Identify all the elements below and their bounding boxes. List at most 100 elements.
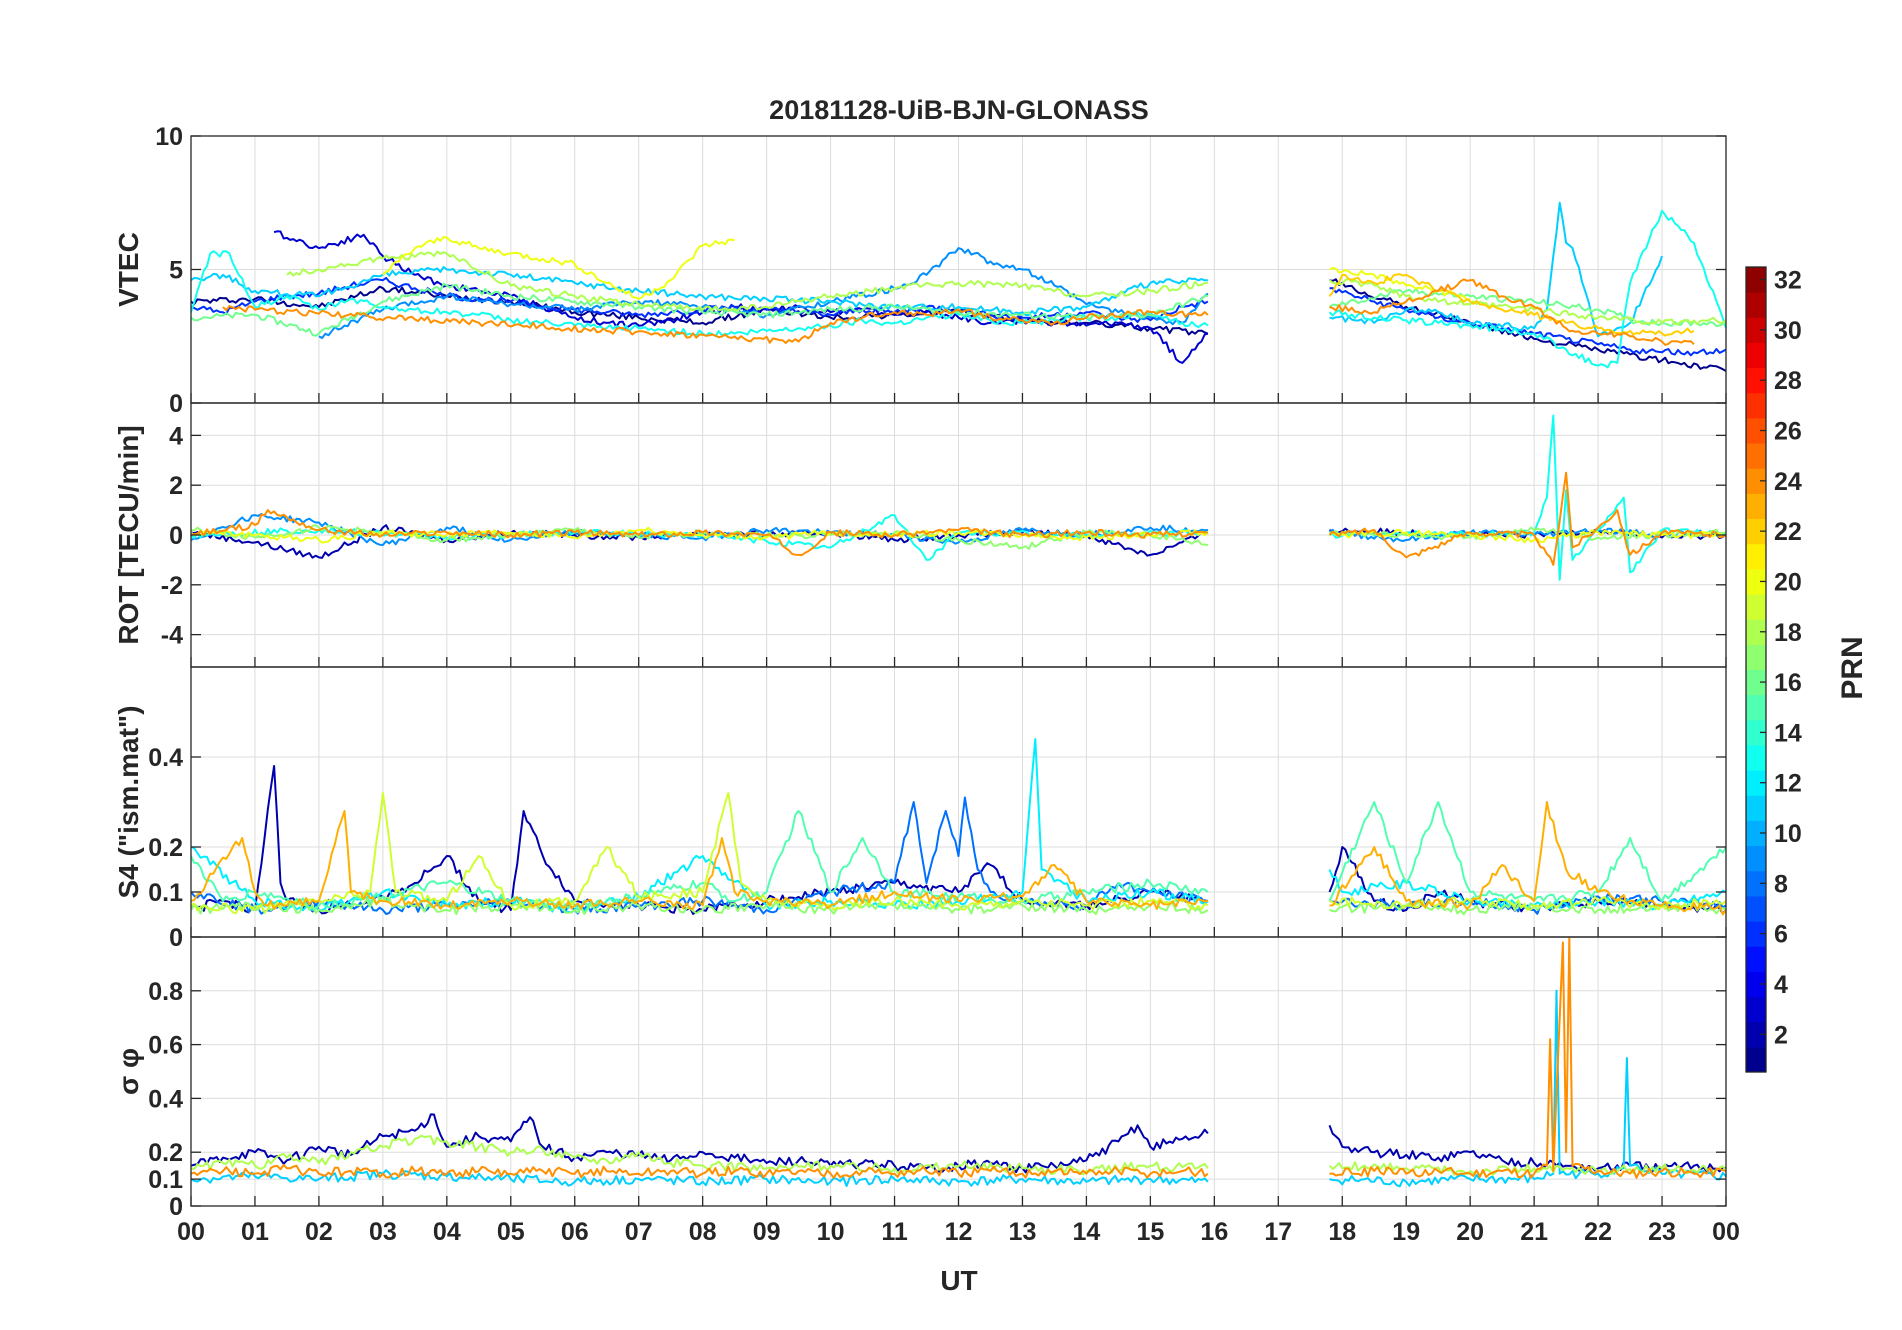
series-prn-19 xyxy=(1329,895,1726,911)
x-tick-label: 02 xyxy=(305,1218,333,1246)
x-tick-label: 22 xyxy=(1584,1218,1612,1246)
x-tick-label: 00 xyxy=(1712,1218,1740,1246)
y-axis-label: ROT [TECU/min] xyxy=(113,425,144,644)
rot-panel: -4 -2 0 2 4 ROT [TECU/min] xyxy=(113,402,1727,668)
colorbar-swatch xyxy=(1746,795,1766,821)
series-prn-18 xyxy=(1328,1161,1726,1177)
colorbar-tick-label: 2 xyxy=(1774,1021,1788,1049)
x-tick-label: 14 xyxy=(1073,1218,1101,1246)
y-tick-label: 2 xyxy=(169,472,183,500)
colorbar-tick-label: 14 xyxy=(1774,719,1802,747)
y-tick-label: 0.8 xyxy=(148,978,183,1006)
x-tick-label: 12 xyxy=(945,1218,973,1246)
series-prn-24 xyxy=(222,305,1209,344)
colorbar-swatch xyxy=(1746,392,1766,419)
colorbar-tick-label: 6 xyxy=(1774,921,1788,949)
series-prn-19 xyxy=(191,792,1209,915)
colorbar-swatch xyxy=(1746,317,1766,343)
y-tick-label: 0.2 xyxy=(148,834,183,862)
x-tick-label: 10 xyxy=(817,1218,845,1246)
x-tick-label: 20 xyxy=(1456,1218,1484,1246)
colorbar-tick-label: 24 xyxy=(1774,468,1802,496)
colorbar-tick-label: 32 xyxy=(1774,267,1802,295)
y-tick-label: 0 xyxy=(169,390,183,418)
y-tick-label: -2 xyxy=(161,572,183,600)
colorbar-tick-label: 20 xyxy=(1774,568,1802,596)
y-axis-label: S4 ("ism.mat") xyxy=(113,705,144,898)
x-tick-label: 18 xyxy=(1328,1218,1356,1246)
colorbar-swatch xyxy=(1746,996,1766,1023)
x-tick-label: 03 xyxy=(369,1218,397,1246)
y-tick-label: 10 xyxy=(155,123,183,151)
series-prn-15 xyxy=(1328,801,1726,903)
colorbar-swatch xyxy=(1746,719,1766,746)
series-prn-8 xyxy=(191,796,1209,915)
colorbar-swatch xyxy=(1746,1046,1766,1073)
colorbar-swatch xyxy=(1746,870,1766,897)
colorbar-frame xyxy=(1745,266,1767,1073)
colorbar-swatch xyxy=(1746,267,1766,293)
colorbar-swatch xyxy=(1746,417,1766,444)
series-prn-16 xyxy=(191,282,1209,337)
colorbar-swatch xyxy=(1746,518,1766,545)
colorbar-tick-label: 28 xyxy=(1774,367,1802,395)
series-prn-11 xyxy=(191,1169,1209,1187)
x-tick-label: 11 xyxy=(881,1218,908,1246)
colorbar-swatch xyxy=(1746,770,1766,796)
y-tick-label: 0.4 xyxy=(148,1085,183,1113)
colorbar-swatch xyxy=(1746,468,1766,494)
colorbar-swatch xyxy=(1746,845,1766,872)
colorbar-swatch xyxy=(1746,342,1766,369)
series-prn-11 xyxy=(191,266,1208,316)
x-tick-label: 06 xyxy=(561,1218,589,1246)
series-prn-1 xyxy=(1329,278,1726,372)
x-tick-label: 09 xyxy=(753,1218,781,1246)
y-tick-label: 0 xyxy=(169,1193,183,1221)
y-tick-label: 4 xyxy=(169,422,183,450)
colorbar-tick-label: 30 xyxy=(1774,317,1802,345)
series-prn-23 xyxy=(1329,801,1726,916)
series-prn-3 xyxy=(273,230,1209,364)
series-group xyxy=(191,937,1726,1188)
series-prn-20 xyxy=(1328,529,1726,544)
colorbar-swatch xyxy=(1746,971,1766,998)
colorbar-swatch xyxy=(1746,1021,1766,1048)
series-prn-9 xyxy=(318,247,1209,339)
y-tick-label: -4 xyxy=(161,622,183,650)
colorbar-tick-label: 22 xyxy=(1774,518,1802,546)
series-prn-13 xyxy=(1329,414,1726,581)
x-axis-label: UT xyxy=(940,1265,977,1296)
series-prn-16 xyxy=(1328,287,1726,328)
colorbar-swatch xyxy=(1746,744,1766,771)
series-prn-2 xyxy=(191,1113,1209,1174)
series-prn-1 xyxy=(191,285,1209,336)
y-axis-label: VTEC xyxy=(113,232,144,307)
x-tick-label: 07 xyxy=(625,1218,653,1246)
colorbar-label: PRN xyxy=(1836,636,1869,699)
x-tick-label: 15 xyxy=(1136,1218,1164,1246)
series-prn-18 xyxy=(191,1134,1209,1176)
x-tick-label: 16 xyxy=(1200,1218,1228,1246)
series-prn-20 xyxy=(1329,267,1471,301)
colorbar-swatch xyxy=(1746,921,1766,947)
series-prn-15 xyxy=(191,810,1209,911)
y-tick-label: 0.1 xyxy=(148,1166,183,1194)
colorbar-swatch xyxy=(1746,543,1766,570)
colorbar-swatch xyxy=(1746,694,1766,721)
colorbar-swatch xyxy=(1746,443,1766,469)
vtec-panel: 0 5 10 VTEC xyxy=(113,123,1727,418)
s4-panel: 0 0.1 0.2 0.4S4 ("ism.mat") xyxy=(113,666,1727,952)
x-axis-ticks: 00 01 02 03 04 05 06 07 08 09 10 11 12 13 14 15 16 17 18 19… xyxy=(177,1218,1740,1246)
series-prn-11 xyxy=(1329,201,1663,338)
series-prn-11 xyxy=(1329,989,1726,1188)
series-prn-24 xyxy=(191,1163,1209,1179)
x-tick-label: 21 xyxy=(1520,1218,1548,1246)
series-prn-24 xyxy=(1329,278,1695,346)
sigma-phi-panel: 00.10.2 0.4 0.6 0.8 σ φ xyxy=(113,936,1727,1221)
colorbar-swatch xyxy=(1746,292,1766,318)
x-tick-label: 23 xyxy=(1648,1218,1676,1246)
x-tick-label: 19 xyxy=(1392,1218,1420,1246)
colorbar-tick-label: 26 xyxy=(1774,418,1802,446)
